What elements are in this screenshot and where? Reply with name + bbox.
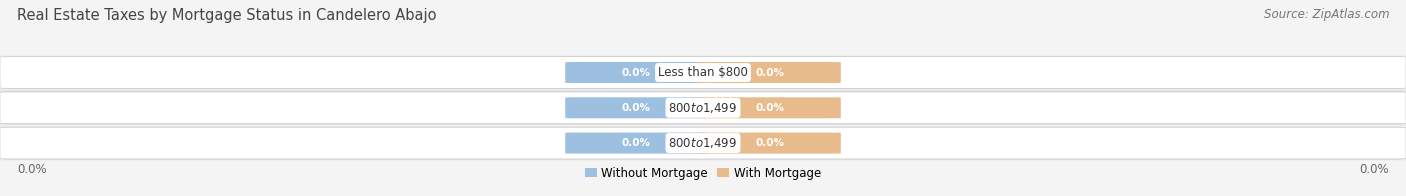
Text: Source: ZipAtlas.com: Source: ZipAtlas.com [1264,8,1389,21]
Text: Real Estate Taxes by Mortgage Status in Candelero Abajo: Real Estate Taxes by Mortgage Status in … [17,8,436,23]
FancyBboxPatch shape [3,127,1403,159]
Text: 0.0%: 0.0% [755,103,785,113]
Text: 0.0%: 0.0% [621,103,651,113]
Text: 0.0%: 0.0% [17,163,46,176]
FancyBboxPatch shape [699,62,841,83]
FancyBboxPatch shape [3,92,1403,124]
FancyBboxPatch shape [565,132,707,154]
FancyBboxPatch shape [3,57,1403,88]
Legend: Without Mortgage, With Mortgage: Without Mortgage, With Mortgage [585,167,821,180]
Bar [0,90,1406,125]
FancyBboxPatch shape [0,57,1406,88]
FancyBboxPatch shape [0,127,1406,159]
Text: 0.0%: 0.0% [1360,163,1389,176]
Bar [0,55,1406,90]
Text: $800 to $1,499: $800 to $1,499 [668,136,738,150]
Text: $800 to $1,499: $800 to $1,499 [668,101,738,115]
Text: 0.0%: 0.0% [755,138,785,148]
Text: 0.0%: 0.0% [621,67,651,78]
Text: 0.0%: 0.0% [621,138,651,148]
Text: Less than $800: Less than $800 [658,66,748,79]
FancyBboxPatch shape [699,132,841,154]
FancyBboxPatch shape [0,92,1406,124]
FancyBboxPatch shape [565,62,707,83]
FancyBboxPatch shape [565,97,707,118]
FancyBboxPatch shape [699,97,841,118]
Text: 0.0%: 0.0% [755,67,785,78]
Bar [0,125,1406,161]
